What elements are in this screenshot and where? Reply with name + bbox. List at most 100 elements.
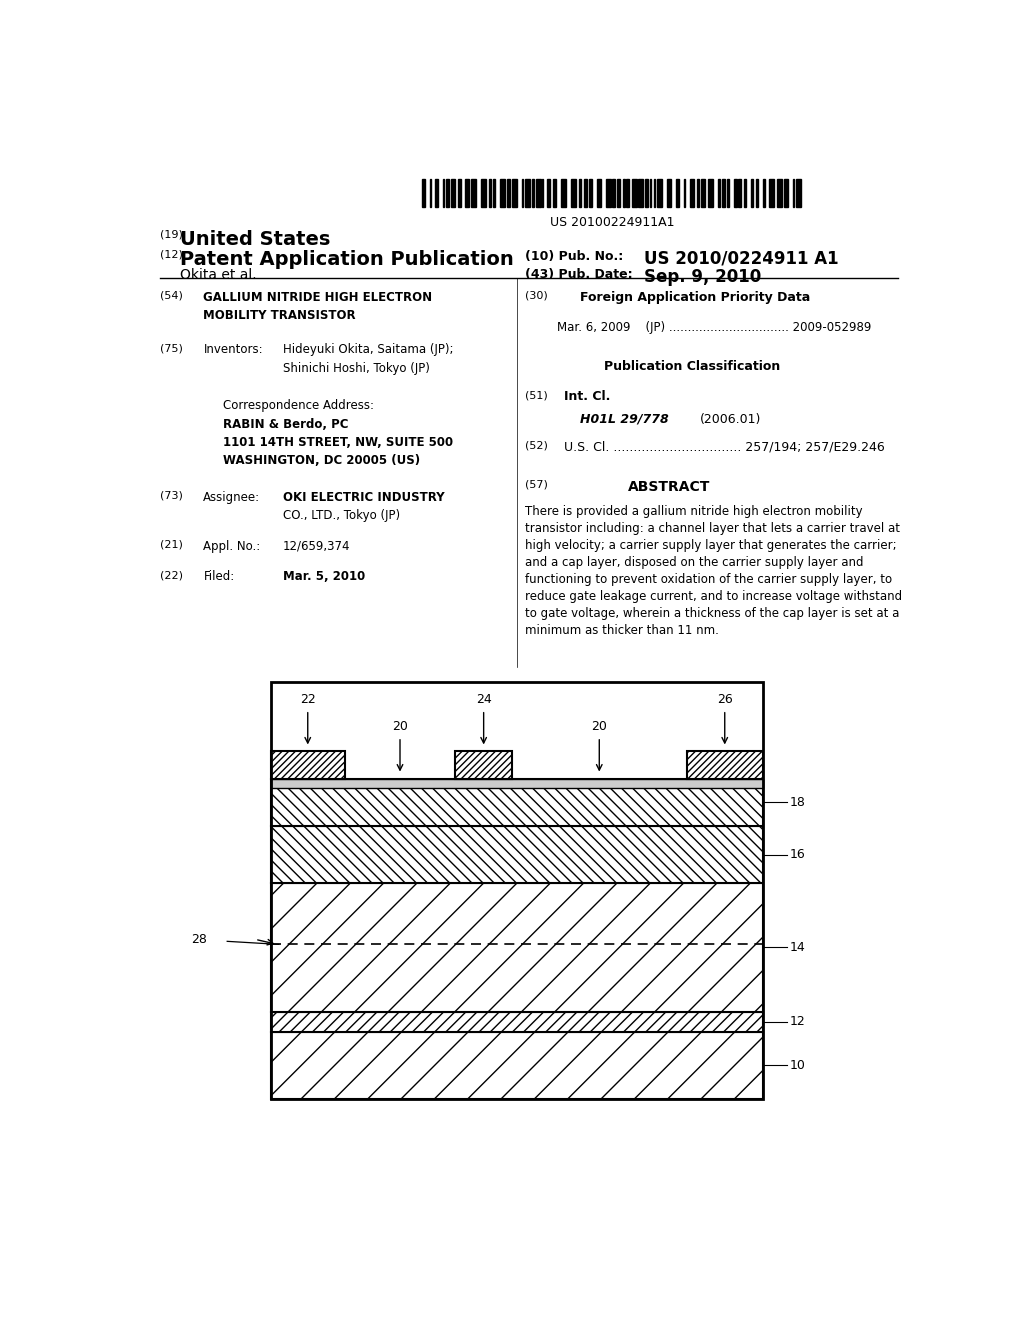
Bar [270,779,763,826]
Bar [584,178,587,207]
Bar [458,178,461,207]
Text: Shinichi Hoshi, Tokyo (JP): Shinichi Hoshi, Tokyo (JP) [283,362,430,375]
Bar [769,178,774,207]
Bar [270,826,763,883]
Text: WASHINGTON, DC 20005 (US): WASHINGTON, DC 20005 (US) [223,454,421,467]
Bar [797,178,801,207]
Text: There is provided a gallium nitride high electron mobility
transistor including:: There is provided a gallium nitride high… [524,506,902,638]
Text: (19): (19) [160,230,182,239]
Bar [668,178,671,207]
Text: Patent Application Publication: Patent Application Publication [179,249,513,269]
Text: (57): (57) [524,479,548,490]
Text: (2006.01): (2006.01) [699,413,761,425]
Bar [777,178,782,207]
Bar [522,178,523,207]
Bar [560,178,565,207]
Bar [422,178,425,207]
Text: Foreign Application Priority Data: Foreign Application Priority Data [581,290,811,304]
Text: Filed:: Filed: [204,570,234,583]
Bar [512,178,517,207]
Bar [493,178,495,207]
Bar [638,178,643,207]
Bar [434,178,438,207]
Bar [500,178,505,207]
Text: US 2010/0224911 A1: US 2010/0224911 A1 [644,249,839,268]
Text: 28: 28 [191,933,208,946]
Text: 20: 20 [392,719,408,733]
Bar [700,178,706,207]
Text: Sep. 9, 2010: Sep. 9, 2010 [644,268,761,286]
Bar [579,178,582,207]
Text: 16: 16 [790,847,806,861]
Text: (51): (51) [524,391,548,400]
Bar [443,178,444,207]
Text: Hideyuki Okita, Saitama (JP);: Hideyuki Okita, Saitama (JP); [283,343,454,356]
Text: Int. Cl.: Int. Cl. [564,391,611,403]
Bar [676,178,679,207]
Bar [270,1032,763,1098]
Text: Inventors:: Inventors: [204,343,263,356]
Text: Correspondence Address:: Correspondence Address: [223,399,374,412]
Text: (52): (52) [524,441,548,451]
Bar [471,178,476,207]
Bar [553,178,556,207]
Bar [270,751,345,779]
Bar [653,178,655,207]
Bar [536,178,541,207]
Bar [684,178,685,207]
Bar [507,178,510,207]
Text: 10: 10 [790,1059,806,1072]
Bar [784,178,787,207]
Bar [489,178,492,207]
Text: (30): (30) [524,290,548,301]
Bar [270,883,763,1012]
Text: MOBILITY TRANSISTOR: MOBILITY TRANSISTOR [204,309,356,322]
Text: (22): (22) [160,570,182,579]
Bar [532,178,535,207]
Text: (75): (75) [160,343,182,354]
Text: 12: 12 [790,1015,806,1028]
Text: 18: 18 [790,796,806,809]
Bar [734,178,736,207]
Text: US 20100224911A1: US 20100224911A1 [550,216,675,230]
Bar [793,178,794,207]
Bar [718,178,720,207]
Text: Publication Classification: Publication Classification [604,359,780,372]
Bar [624,178,625,207]
Bar [650,178,651,207]
Text: Mar. 6, 2009    (JP) ................................ 2009-052989: Mar. 6, 2009 (JP) ......................… [557,321,871,334]
Bar [616,178,621,207]
Text: 12/659,374: 12/659,374 [283,540,350,553]
Text: Appl. No.:: Appl. No.: [204,540,261,553]
Bar [751,178,754,207]
Text: 26: 26 [717,693,732,706]
Text: 1101 14TH STREET, NW, SUITE 500: 1101 14TH STREET, NW, SUITE 500 [223,436,454,449]
Text: 20: 20 [591,719,607,733]
Bar [524,178,529,207]
Text: ABSTRACT: ABSTRACT [628,479,711,494]
Bar [727,178,729,207]
Bar [632,178,637,207]
Bar [270,1012,763,1032]
Bar [738,178,741,207]
Text: Mar. 5, 2010: Mar. 5, 2010 [283,570,365,583]
Text: OKI ELECTRIC INDUSTRY: OKI ELECTRIC INDUSTRY [283,491,444,504]
Bar [697,178,699,207]
Bar [542,178,544,207]
Bar [589,178,593,207]
Bar [597,178,601,207]
Bar [570,178,575,207]
Bar [756,178,758,207]
Text: 22: 22 [300,693,315,706]
Bar [687,751,763,779]
Text: (43) Pub. Date:: (43) Pub. Date: [524,268,633,281]
Bar [456,751,512,779]
Bar [430,178,431,207]
Text: (10) Pub. No.:: (10) Pub. No.: [524,249,623,263]
Bar [708,178,713,207]
Bar [743,178,746,207]
Bar [606,178,610,207]
Text: GALLIUM NITRIDE HIGH ELECTRON: GALLIUM NITRIDE HIGH ELECTRON [204,290,432,304]
Bar [612,178,615,207]
Bar [481,178,485,207]
